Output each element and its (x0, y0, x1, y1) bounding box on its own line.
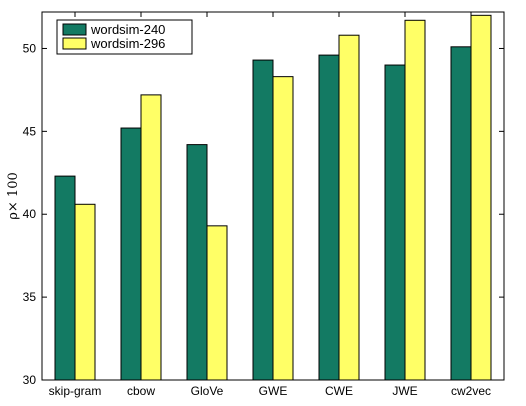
bar-wordsim-240-skip-gram (54, 175, 76, 381)
bar-wordsim-296-skip-gram (74, 203, 96, 381)
tick-layer: 30 35 40 45 50 skip-gram cbow GloVe GWE CWE JWE cw2… (23, 12, 504, 398)
x-tick-label: cbow (127, 384, 155, 398)
y-axis-label: ρ× 100 (6, 172, 21, 219)
bar-wordsim-240-cbow (120, 127, 142, 381)
bar-wordsim-296-cbow (140, 94, 162, 381)
bar-wordsim-296-cw2vec (470, 14, 492, 381)
bars-layer (54, 14, 492, 381)
bar-wordsim-240-JWE (384, 64, 406, 381)
y-tick-label: 30 (23, 373, 37, 387)
bar-wordsim-240-GWE (252, 59, 274, 381)
bar-wordsim-296-GWE (272, 76, 294, 381)
y-tick-label: 50 (23, 41, 37, 55)
legend-swatch-wordsim-240 (62, 23, 87, 36)
bar-wordsim-296-JWE (404, 19, 426, 381)
bar-wordsim-240-cw2vec (450, 46, 472, 381)
bar-wordsim-296-CWE (338, 34, 360, 381)
bar-wordsim-240-CWE (318, 54, 340, 381)
y-tick-label: 45 (23, 124, 37, 138)
legend-swatch-wordsim-296 (62, 37, 87, 50)
x-tick-label: skip-gram (49, 384, 102, 398)
x-tick-label: cw2vec (451, 384, 491, 398)
bar-wordsim-296-GloVe (206, 225, 228, 381)
bar-wordsim-240-GloVe (186, 144, 208, 381)
x-tick-label: CWE (325, 384, 353, 398)
legend-label-wordsim-240: wordsim-240 (90, 22, 165, 37)
x-tick-label: GloVe (191, 384, 224, 398)
legend-label-wordsim-296: wordsim-296 (90, 36, 165, 51)
x-tick-label: JWE (392, 384, 417, 398)
y-tick-label: 35 (23, 290, 37, 304)
x-tick-label: GWE (259, 384, 288, 398)
y-tick-label: 40 (23, 207, 37, 221)
